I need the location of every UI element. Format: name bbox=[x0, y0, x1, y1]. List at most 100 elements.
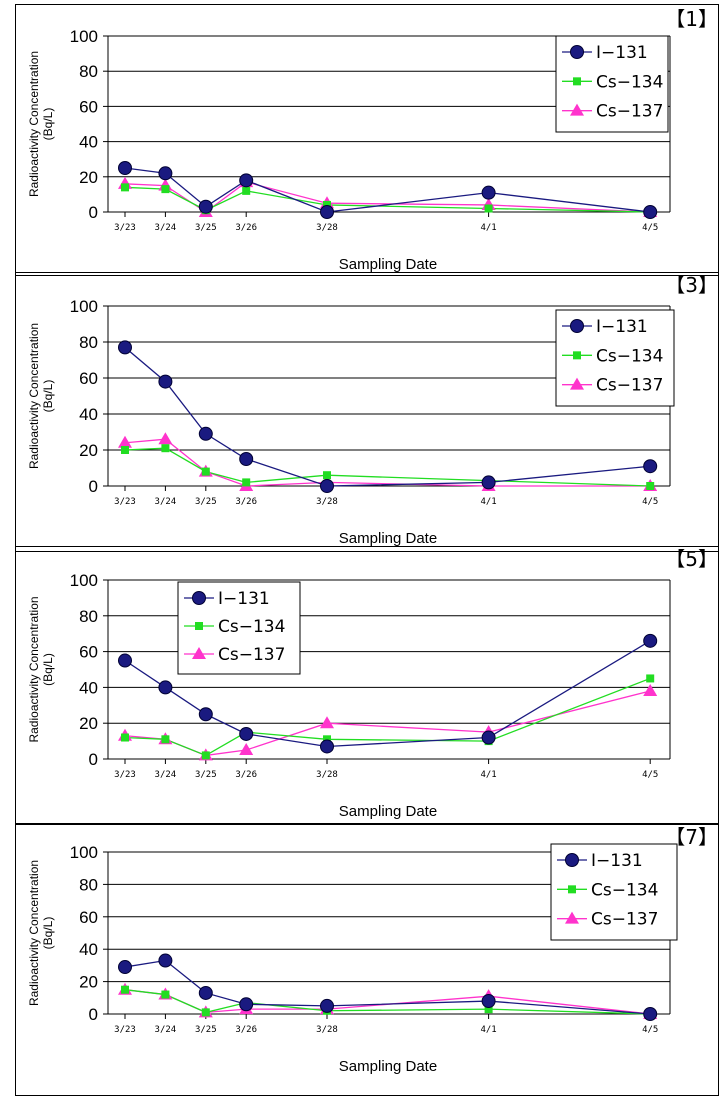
legend-marker-cs-134 bbox=[195, 622, 203, 630]
data-point-cs-134 bbox=[484, 204, 493, 213]
y-tick-label: 40 bbox=[79, 940, 98, 959]
y-axis-title-line2: (Bq/L) bbox=[41, 653, 55, 686]
data-point-i-131 bbox=[198, 707, 213, 722]
x-tick-label: 3/25 bbox=[195, 1025, 217, 1035]
data-point-cs-134 bbox=[161, 735, 170, 744]
data-point-cs-134 bbox=[242, 186, 251, 195]
x-tick-label: 3/24 bbox=[155, 497, 177, 507]
y-tick-label: 20 bbox=[79, 441, 98, 460]
legend-label-cs-137: Cs−137 bbox=[591, 910, 658, 930]
legend-label-i-131: I−131 bbox=[591, 851, 643, 871]
x-tick-label: 4/1 bbox=[480, 497, 496, 507]
chart-panel-3: 0 20 40 60 80 100 3/23 3/24 3/25 3/26 3/28 4/1 4/5 Sa… bbox=[15, 546, 719, 824]
x-tick-label: 4/5 bbox=[642, 1025, 658, 1035]
x-tick-label: 3/24 bbox=[155, 1025, 177, 1035]
data-point-cs-134 bbox=[242, 478, 251, 487]
x-tick-label: 3/25 bbox=[195, 497, 217, 507]
chart-panel-4: 0 20 40 60 80 100 3/23 3/24 3/25 3/26 3/28 4/1 4/5 Sa… bbox=[15, 824, 719, 1096]
y-tick-label: 0 bbox=[89, 477, 98, 496]
x-tick-label: 3/23 bbox=[114, 1025, 136, 1035]
x-tick-label: 3/24 bbox=[155, 770, 177, 780]
data-point-i-131 bbox=[158, 953, 173, 968]
data-point-cs-134 bbox=[646, 482, 655, 490]
y-tick-label: 40 bbox=[79, 678, 98, 697]
y-tick-label: 40 bbox=[79, 133, 98, 152]
data-point-i-131 bbox=[643, 1007, 658, 1021]
data-point-cs-137 bbox=[643, 683, 658, 696]
data-point-i-131 bbox=[239, 997, 254, 1012]
legend-marker-i-131 bbox=[570, 45, 584, 59]
data-point-i-131 bbox=[239, 452, 254, 466]
chart-panel-2: 0 20 40 60 80 100 3/23 3/24 3/25 3/26 3/28 4/1 4/5 Sa… bbox=[15, 272, 719, 552]
data-point-cs-134 bbox=[161, 185, 170, 194]
data-point-i-131 bbox=[481, 994, 496, 1009]
panel-border bbox=[15, 4, 719, 276]
y-tick-label: 0 bbox=[89, 750, 98, 769]
y-axis-title-line1: Radioactivity Concentration bbox=[27, 596, 41, 742]
x-tick-label: 4/5 bbox=[642, 497, 658, 507]
y-tick-label: 80 bbox=[79, 62, 98, 81]
series-line-cs-137 bbox=[124, 438, 651, 487]
y-axis-title-line2: (Bq/L) bbox=[41, 108, 55, 141]
y-tick-label: 60 bbox=[79, 908, 98, 927]
y-tick-label: 100 bbox=[70, 571, 98, 590]
y-tick-label: 100 bbox=[70, 843, 98, 862]
y-tick-label: 40 bbox=[79, 405, 98, 424]
data-point-i-131 bbox=[320, 479, 334, 493]
legend-label-cs-137: Cs−137 bbox=[596, 376, 663, 396]
data-point-i-131 bbox=[481, 185, 496, 200]
panel-label: 【5】 bbox=[665, 547, 718, 571]
data-point-cs-134 bbox=[323, 200, 331, 209]
x-tick-label: 3/26 bbox=[235, 223, 257, 233]
legend-marker-cs-137 bbox=[570, 377, 584, 390]
data-point-i-131 bbox=[198, 426, 213, 441]
legend: I−131 Cs−134 Cs−137 bbox=[555, 309, 675, 407]
x-tick-label: 3/26 bbox=[235, 1025, 257, 1035]
x-axis-title: Sampling Date bbox=[339, 256, 437, 273]
data-point-i-131 bbox=[320, 205, 334, 219]
data-point-i-131 bbox=[481, 475, 496, 490]
x-tick-label: 4/1 bbox=[480, 1025, 496, 1035]
x-tick-label: 3/28 bbox=[316, 1025, 338, 1035]
y-tick-label: 80 bbox=[79, 333, 98, 352]
legend: I−131 Cs−134 Cs−137 bbox=[177, 581, 301, 675]
data-point-i-131 bbox=[481, 730, 496, 745]
panel-label: 【7】 bbox=[665, 825, 718, 849]
legend-marker-cs-134 bbox=[573, 351, 581, 360]
data-point-cs-134 bbox=[646, 674, 655, 683]
data-point-cs-134 bbox=[121, 985, 129, 994]
x-tick-label: 4/1 bbox=[480, 223, 496, 233]
panel-label: 【1】 bbox=[665, 7, 718, 31]
data-point-cs-134 bbox=[201, 751, 210, 760]
y-tick-label: 0 bbox=[89, 203, 98, 222]
data-point-cs-134 bbox=[323, 735, 331, 744]
x-tick-label: 3/23 bbox=[114, 770, 136, 780]
data-point-i-131 bbox=[643, 205, 658, 219]
legend-label-cs-137: Cs−137 bbox=[596, 102, 663, 122]
data-point-i-131 bbox=[118, 960, 132, 975]
legend-marker-i-131 bbox=[192, 591, 206, 605]
legend-marker-cs-137 bbox=[192, 647, 206, 659]
x-tick-label: 3/25 bbox=[195, 770, 217, 780]
data-point-cs-137 bbox=[320, 716, 334, 729]
x-tick-label: 3/28 bbox=[316, 223, 338, 233]
x-tick-label: 4/5 bbox=[642, 223, 658, 233]
panel-border bbox=[15, 824, 719, 1096]
x-tick-label: 4/5 bbox=[642, 770, 658, 780]
x-tick-label: 4/1 bbox=[480, 770, 496, 780]
data-point-cs-134 bbox=[161, 990, 170, 999]
data-point-cs-137 bbox=[158, 432, 173, 445]
y-tick-label: 80 bbox=[79, 875, 98, 894]
y-axis-title-line2: (Bq/L) bbox=[41, 917, 55, 950]
y-tick-label: 80 bbox=[79, 607, 98, 626]
x-axis-title: Sampling Date bbox=[339, 1058, 437, 1075]
panel-label: 【3】 bbox=[665, 273, 718, 297]
data-point-cs-137 bbox=[239, 743, 254, 756]
y-tick-label: 60 bbox=[79, 97, 98, 116]
x-tick-label: 3/28 bbox=[316, 770, 338, 780]
x-tick-label: 3/23 bbox=[114, 497, 136, 507]
legend-marker-i-131 bbox=[570, 319, 584, 333]
y-tick-label: 100 bbox=[70, 27, 98, 46]
data-point-i-131 bbox=[320, 739, 334, 754]
